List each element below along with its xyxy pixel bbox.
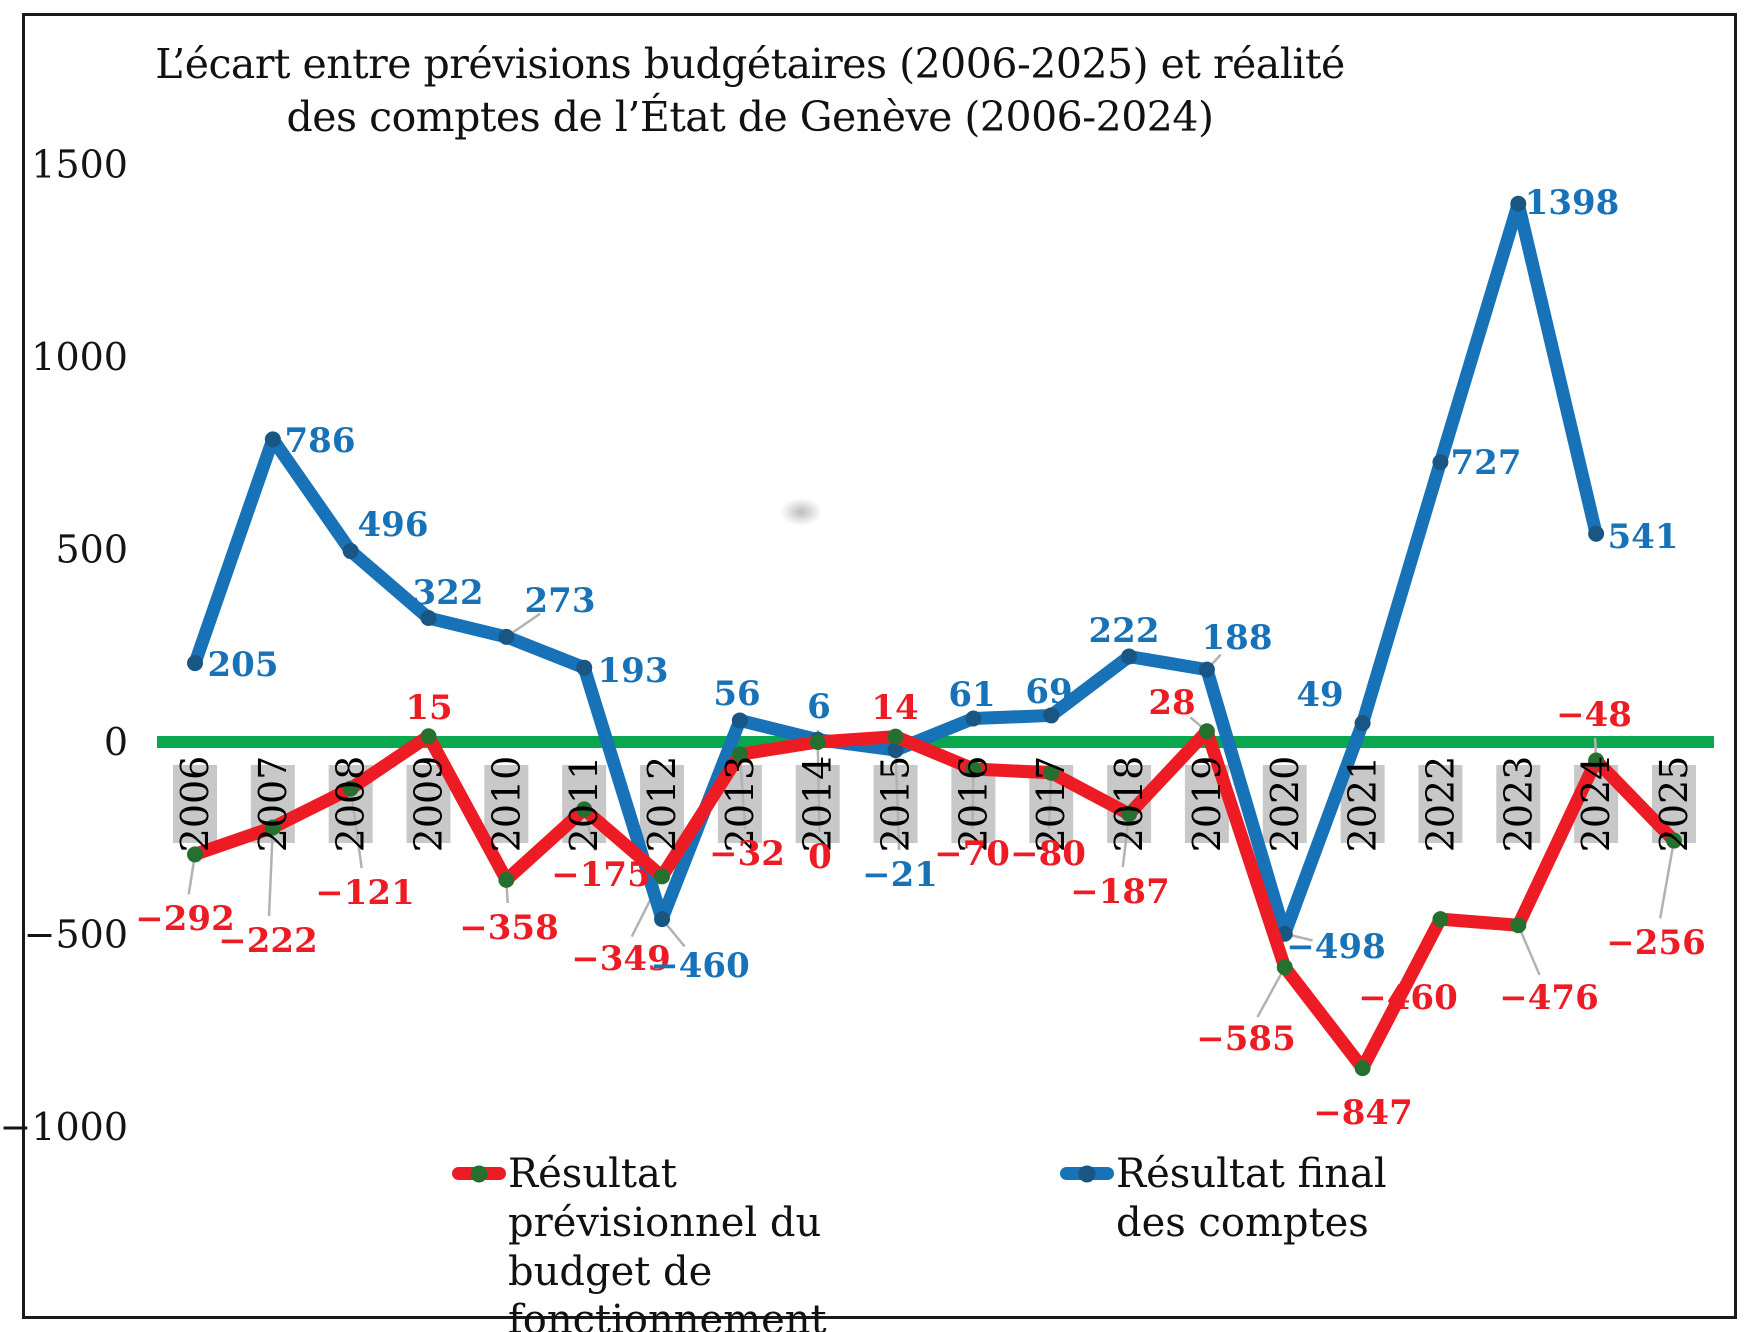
- svg-text:2020: 2020: [1263, 756, 1307, 853]
- svg-text:−175: −175: [551, 855, 650, 895]
- svg-text:6: 6: [807, 687, 831, 727]
- legend-item-previsionnel: Résultat prévisionnel du budget de fonct…: [452, 1150, 922, 1332]
- svg-text:786: 786: [285, 421, 356, 461]
- svg-text:2006: 2006: [173, 756, 217, 853]
- svg-text:49: 49: [1296, 675, 1343, 715]
- svg-text:1000: 1000: [31, 335, 128, 379]
- svg-text:2008: 2008: [329, 756, 373, 853]
- svg-text:2015: 2015: [874, 756, 918, 853]
- svg-text:28: 28: [1148, 683, 1195, 723]
- svg-text:2010: 2010: [484, 756, 528, 853]
- svg-text:−460: −460: [1358, 978, 1457, 1018]
- svg-text:−1000: −1000: [0, 1105, 128, 1149]
- svg-text:0: 0: [104, 720, 128, 764]
- y-axis-tick-labels: 1500 1000 500 0 −500 −1000: [0, 143, 128, 1150]
- red-line-legend-marker: [452, 1165, 506, 1182]
- screen-smudge-artifact: [780, 498, 822, 526]
- svg-text:2025: 2025: [1652, 756, 1696, 853]
- svg-text:2009: 2009: [407, 756, 451, 853]
- svg-text:541: 541: [1608, 517, 1679, 557]
- green-dot-icon: [470, 1165, 488, 1182]
- svg-text:69: 69: [1025, 672, 1072, 712]
- svg-text:2014: 2014: [796, 756, 840, 853]
- series-previsionnel: [187, 723, 1682, 1077]
- svg-text:56: 56: [713, 674, 760, 714]
- svg-text:−476: −476: [1499, 978, 1598, 1018]
- svg-text:2018: 2018: [1107, 756, 1151, 853]
- series-final: [187, 195, 1605, 942]
- svg-text:222: 222: [1089, 611, 1160, 651]
- svg-text:14: 14: [871, 688, 918, 728]
- blue-dot-icon: [1078, 1165, 1096, 1182]
- svg-text:−187: −187: [1070, 872, 1169, 912]
- svg-text:1398: 1398: [1525, 183, 1620, 223]
- svg-text:−222: −222: [218, 921, 317, 961]
- svg-text:322: 322: [413, 573, 484, 613]
- svg-text:−500: −500: [24, 913, 128, 957]
- svg-text:2012: 2012: [640, 756, 684, 853]
- svg-text:188: 188: [1202, 618, 1273, 658]
- svg-text:2024: 2024: [1574, 756, 1618, 853]
- svg-text:2017: 2017: [1029, 756, 1073, 853]
- svg-text:15: 15: [405, 688, 452, 728]
- svg-text:−48: −48: [1556, 695, 1632, 735]
- x-axis-label-boxes: [173, 765, 1696, 843]
- svg-text:−21: −21: [862, 855, 938, 895]
- svg-text:496: 496: [358, 505, 429, 545]
- svg-text:−847: −847: [1313, 1093, 1412, 1133]
- chart-title: L’écart entre prévisions budgétaires (20…: [155, 40, 1345, 142]
- legend-label: Résultat final des comptes: [1116, 1151, 1387, 1246]
- legend-item-final: Résultat final des comptes: [1060, 1150, 1420, 1248]
- svg-text:2011: 2011: [562, 756, 606, 853]
- svg-text:2013: 2013: [718, 756, 762, 853]
- x-axis-year-labels: 2006 2007 2008 2009 2010 2011 2012 2013 2014 2015…: [173, 756, 1696, 853]
- svg-text:−358: −358: [459, 908, 558, 948]
- svg-text:2023: 2023: [1496, 756, 1540, 853]
- svg-text:2021: 2021: [1341, 756, 1385, 853]
- svg-text:−80: −80: [1010, 834, 1086, 874]
- svg-text:61: 61: [948, 675, 995, 715]
- svg-text:−32: −32: [709, 834, 785, 874]
- svg-text:−585: −585: [1196, 1019, 1295, 1059]
- svg-text:−292: −292: [135, 899, 234, 939]
- svg-text:2007: 2007: [251, 756, 295, 853]
- svg-text:−349: −349: [571, 939, 670, 979]
- legend-label: Résultat prévisionnel du budget de fonct…: [508, 1151, 827, 1332]
- svg-text:193: 193: [598, 651, 669, 691]
- data-labels-previsionnel: −292−222 −121 15 −358 −175 −349 −32 0 14 −70 −80−1…: [135, 683, 1705, 1133]
- svg-text:1500: 1500: [31, 143, 128, 187]
- svg-text:−256: −256: [1606, 923, 1705, 963]
- svg-text:−498: −498: [1286, 927, 1385, 967]
- svg-text:500: 500: [55, 528, 128, 572]
- svg-text:2016: 2016: [951, 756, 995, 853]
- svg-text:205: 205: [208, 645, 279, 685]
- svg-text:727: 727: [1451, 443, 1522, 483]
- svg-text:2019: 2019: [1185, 756, 1229, 853]
- svg-text:2022: 2022: [1418, 756, 1462, 853]
- svg-text:273: 273: [525, 581, 596, 621]
- svg-text:−70: −70: [934, 834, 1010, 874]
- blue-line-legend-marker: [1060, 1165, 1114, 1182]
- svg-text:0: 0: [808, 837, 832, 877]
- svg-text:−460: −460: [650, 946, 749, 986]
- svg-text:−121: −121: [315, 873, 414, 913]
- chart-border: [22, 13, 1737, 1319]
